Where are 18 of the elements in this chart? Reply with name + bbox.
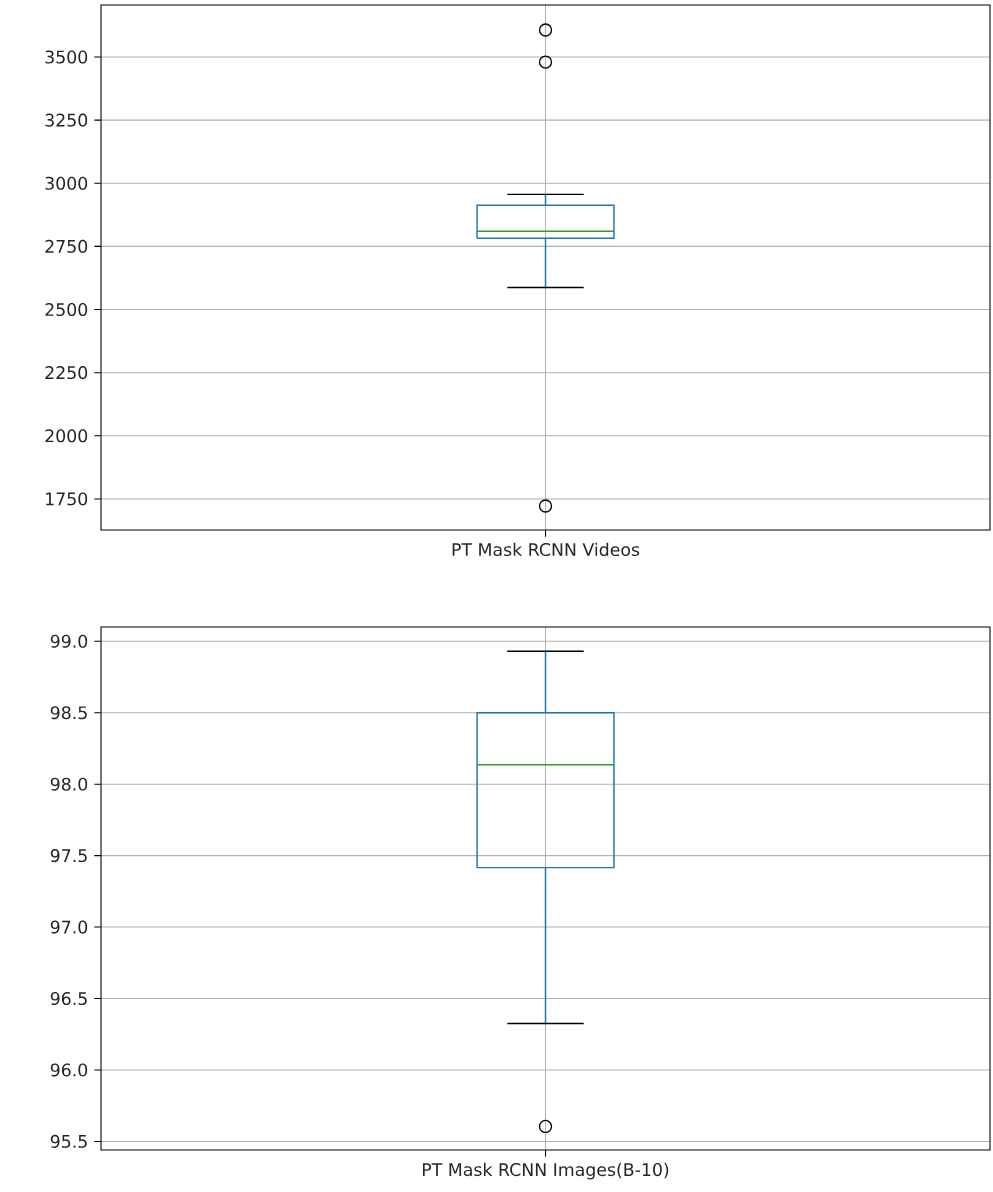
x-tick-label: PT Mask RCNN Images(B-10): [422, 1162, 669, 1180]
y-tick-label: 98.5: [50, 706, 87, 720]
y-tick-label: 99.0: [50, 634, 88, 648]
y-tick-label: 3500: [45, 50, 88, 64]
x-tick-label: PT Mask RCNN Videos: [452, 542, 640, 557]
y-tick-label: 95.5: [50, 1134, 87, 1148]
y-tick-label: 96.5: [50, 991, 87, 1006]
y-tick-label: 96.0: [50, 1063, 88, 1077]
y-tick-label: 97.5: [50, 849, 87, 863]
y-tick-label: 98.0: [50, 777, 88, 791]
y-tick-label: 2250: [45, 366, 88, 380]
y-tick-label: 97.0: [50, 920, 88, 934]
y-tick-label: 2000: [45, 429, 88, 443]
y-tick-label: 2750: [45, 239, 88, 253]
y-tick-label: 1750: [46, 492, 88, 506]
y-tick-label: 3000: [45, 176, 88, 190]
y-tick-label: 2500: [45, 302, 88, 317]
y-tick-label: 3250: [45, 113, 88, 127]
